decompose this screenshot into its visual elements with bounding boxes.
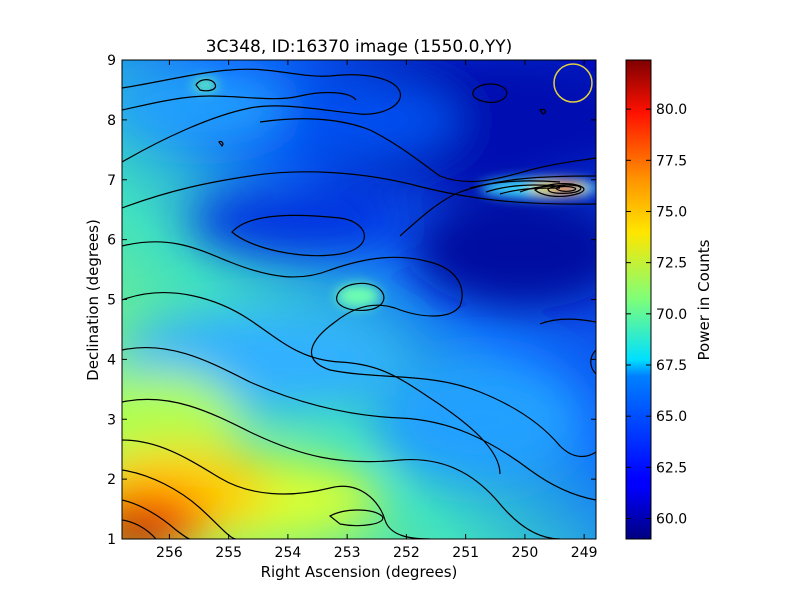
colorbar: 60.0 62.5 65.0 67.5 70.0 72.5 75.0 77.5 80.0 Pow… xyxy=(625,59,713,540)
y-tick-label: 4 xyxy=(107,352,116,368)
colorbar-tick-label: 77.5 xyxy=(656,153,687,169)
heatmap-color-field xyxy=(122,60,596,539)
x-axis: 256 255 254 253 252 251 250 249 xyxy=(156,60,598,561)
x-tick-label: 250 xyxy=(512,545,539,561)
colorbar-tick-label: 80.0 xyxy=(656,102,687,118)
colorbar-tick-label: 62.5 xyxy=(656,460,687,476)
y-axis-label: Declination (degrees) xyxy=(84,219,102,381)
colorbar-tick-label: 67.5 xyxy=(656,358,687,374)
x-tick-label: 254 xyxy=(275,545,302,561)
x-tick-label: 252 xyxy=(393,545,420,561)
x-tick-label: 256 xyxy=(156,545,183,561)
y-tick-label: 7 xyxy=(107,173,116,189)
colorbar-tick-label: 75.0 xyxy=(656,204,687,220)
colorbar-gradient xyxy=(625,59,652,540)
x-axis-label: Right Ascension (degrees) xyxy=(261,563,458,581)
colorbar-tick-label: 65.0 xyxy=(656,409,687,425)
x-tick-label: 249 xyxy=(571,545,598,561)
y-tick-label: 9 xyxy=(107,53,116,69)
x-tick-label: 251 xyxy=(452,545,479,561)
y-tick-label: 5 xyxy=(107,293,116,309)
chart-title: 3C348, ID:16370 image (1550.0,YY) xyxy=(206,37,513,57)
y-tick-label: 2 xyxy=(107,472,116,488)
x-tick-label: 253 xyxy=(334,545,361,561)
colorbar-ticks: 60.0 62.5 65.0 67.5 70.0 72.5 75.0 77.5 80.0 xyxy=(626,102,687,528)
marker-circle xyxy=(553,63,593,103)
contour-lines xyxy=(122,68,596,539)
colorbar-tick-label: 72.5 xyxy=(656,256,687,272)
y-tick-label: 8 xyxy=(107,113,116,129)
heatmap-area xyxy=(122,60,596,539)
y-tick-label: 3 xyxy=(107,412,116,428)
colorbar-tick-label: 70.0 xyxy=(656,307,687,323)
x-tick-label: 255 xyxy=(215,545,242,561)
y-tick-label: 6 xyxy=(107,233,116,249)
y-tick-label: 1 xyxy=(107,532,116,548)
y-axis: 1 2 3 4 5 6 7 8 9 xyxy=(107,53,596,548)
colorbar-label: Power in Counts xyxy=(695,239,713,360)
colorbar-tick-label: 60.0 xyxy=(656,512,687,528)
